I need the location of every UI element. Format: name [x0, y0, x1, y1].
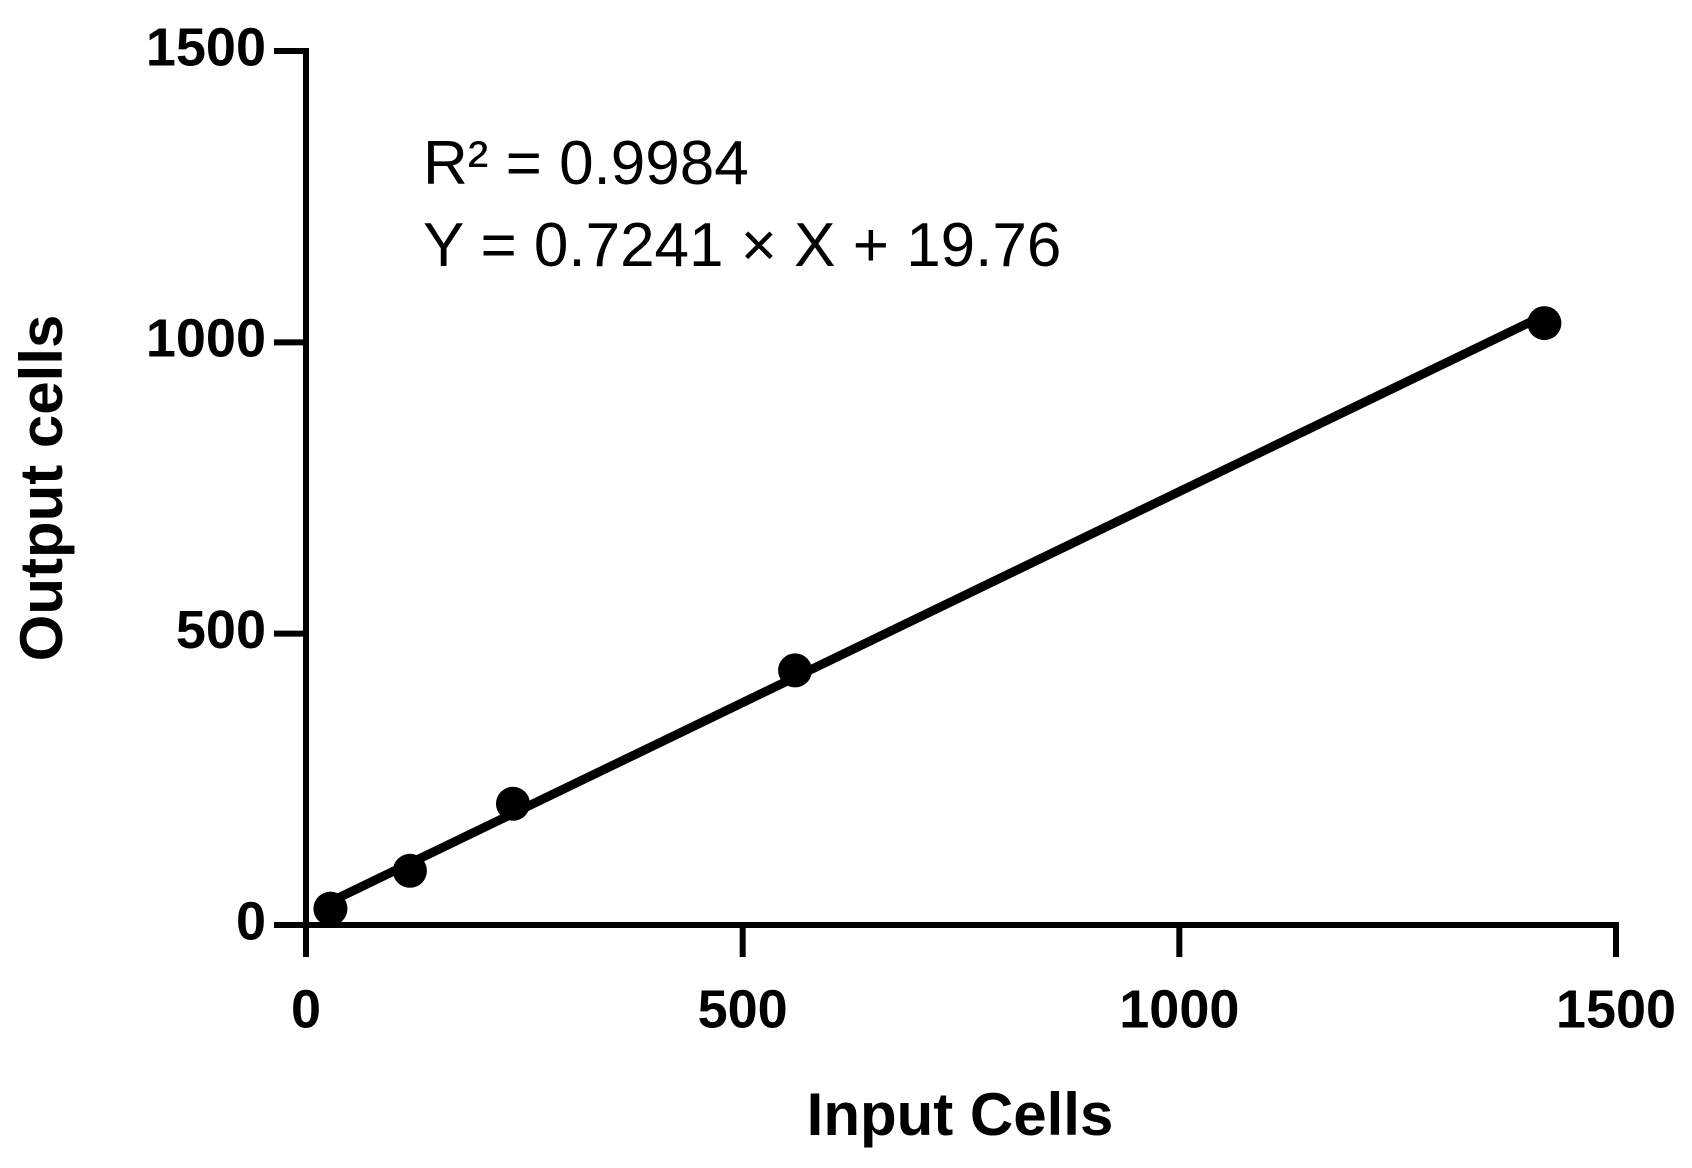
- x-tick-label: 500: [698, 979, 788, 1039]
- y-tick-label: 0: [236, 891, 266, 951]
- y-axis-title: Output cells: [8, 315, 75, 662]
- x-axis-title: Input Cells: [807, 1081, 1114, 1148]
- y-tick-label: 1500: [146, 17, 266, 77]
- y-tick-label: 500: [176, 600, 266, 660]
- y-tick-label: 1000: [146, 309, 266, 369]
- x-tick-label: 0: [291, 979, 321, 1039]
- data-point: [495, 786, 530, 821]
- data-point: [778, 653, 813, 688]
- annotation: Y = 0.7241 × X + 19.76: [423, 211, 1061, 280]
- x-tick-label: 1000: [1119, 979, 1239, 1039]
- fit-line: [328, 311, 1547, 906]
- data-point: [1527, 306, 1562, 341]
- x-tick-label: 1500: [1556, 979, 1676, 1039]
- data-point: [313, 891, 348, 926]
- annotation: R² = 0.9984: [423, 129, 749, 198]
- data-point: [392, 853, 427, 888]
